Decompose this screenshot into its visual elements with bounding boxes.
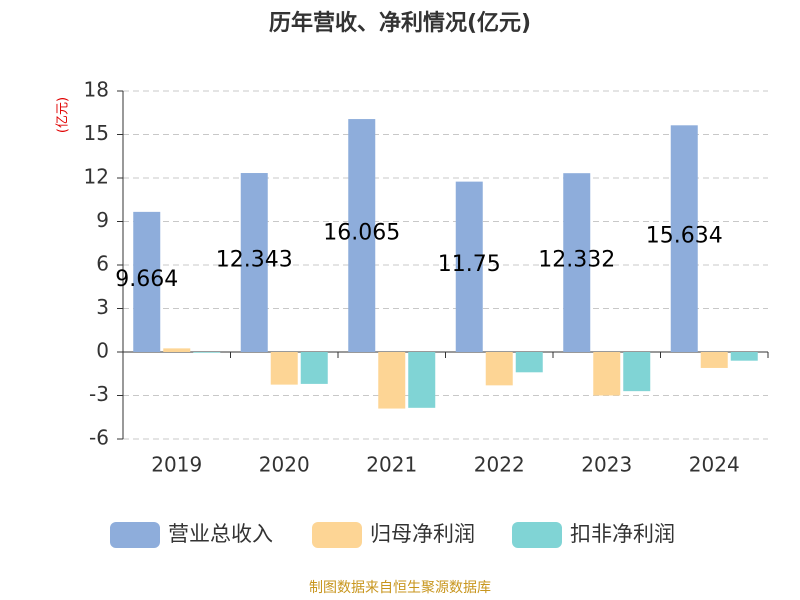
bar xyxy=(193,352,221,353)
bar xyxy=(163,348,191,352)
x-tick-label: 2022 xyxy=(474,453,525,477)
y-tick-label: 12 xyxy=(84,165,109,189)
data-label: 12.343 xyxy=(216,248,293,273)
y-tick-label: 9 xyxy=(96,208,109,232)
bar xyxy=(270,352,298,385)
y-tick-label: 15 xyxy=(84,121,109,145)
x-tick-label: 2024 xyxy=(689,453,740,477)
bar xyxy=(408,352,436,408)
legend-label: 扣非净利润 xyxy=(570,522,675,546)
chart-title: 历年营收、净利情况(亿元) xyxy=(269,10,531,36)
bar xyxy=(515,352,543,373)
data-label: 15.634 xyxy=(646,224,723,249)
bar xyxy=(378,352,406,409)
y-tick-label: 6 xyxy=(96,252,109,276)
bar xyxy=(730,352,758,361)
bar xyxy=(455,181,483,352)
legend-swatch xyxy=(512,522,562,548)
source-note: 制图数据来自恒生聚源数据库 xyxy=(309,580,491,596)
bar xyxy=(623,352,651,392)
data-label: 9.664 xyxy=(115,267,178,292)
bar xyxy=(133,211,161,352)
bar xyxy=(300,352,328,384)
legend-swatch xyxy=(312,522,362,548)
bar xyxy=(485,352,513,386)
bar xyxy=(240,173,268,352)
y-tick-label: 3 xyxy=(96,295,109,319)
y-tick-label: 18 xyxy=(84,78,109,102)
y-tick-label: -3 xyxy=(89,382,109,406)
legend-swatch xyxy=(110,522,160,548)
y-axis-label: (亿元) xyxy=(56,97,71,133)
data-label: 12.332 xyxy=(538,248,615,273)
x-tick-label: 2021 xyxy=(366,453,417,477)
x-tick-label: 2023 xyxy=(581,453,632,477)
bar xyxy=(700,352,728,368)
bar xyxy=(348,119,376,353)
y-tick-label: 0 xyxy=(96,339,109,363)
legend-label: 归母净利润 xyxy=(370,522,475,546)
legend-label: 营业总收入 xyxy=(168,522,273,546)
data-label: 16.065 xyxy=(323,221,400,246)
y-tick-label: -6 xyxy=(89,426,109,450)
data-label: 11.75 xyxy=(438,252,501,277)
bar xyxy=(670,125,698,352)
x-tick-label: 2020 xyxy=(259,453,310,477)
bar xyxy=(563,173,591,352)
x-tick-label: 2019 xyxy=(151,453,202,477)
bar xyxy=(593,352,621,396)
